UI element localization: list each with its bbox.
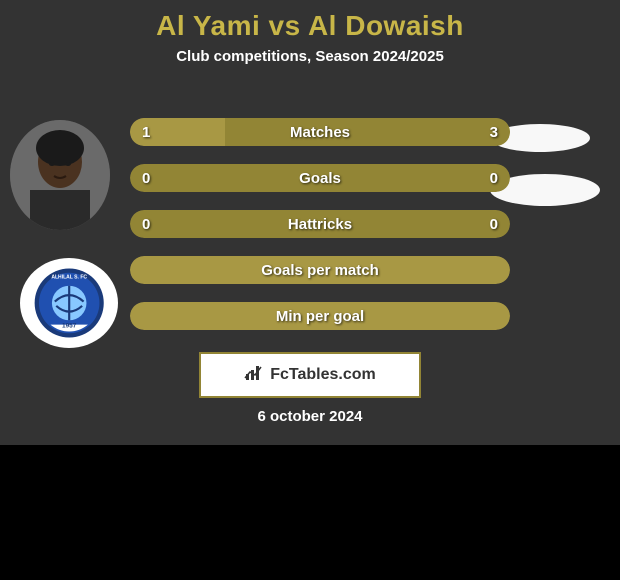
stat-label: Goals (130, 164, 510, 192)
stat-value-right: 0 (490, 164, 498, 192)
branding-box[interactable]: FcTables.com (199, 352, 421, 398)
lower-blank (0, 445, 620, 580)
page-title: Al Yami vs Al Dowaish (0, 0, 620, 42)
brand-text: FcTables.com (270, 366, 376, 384)
stat-label: Hattricks (130, 210, 510, 238)
stat-label: Goals per match (130, 256, 510, 284)
stat-value-right: 0 (490, 210, 498, 238)
stat-bar-goals: 0 Goals 0 (130, 164, 510, 192)
chart-icon (244, 364, 264, 387)
stat-label: Matches (130, 118, 510, 146)
stat-label: Min per goal (130, 302, 510, 330)
stat-bar-hattricks: 0 Hattricks 0 (130, 210, 510, 238)
player-1-avatar (10, 120, 110, 230)
stat-value-right: 3 (490, 118, 498, 146)
club-1-logo: 1957 ALHILAL S. FC (20, 258, 118, 348)
stats-area: 1 Matches 3 0 Goals 0 0 Hattricks 0 Goal… (130, 118, 510, 348)
date-text: 6 october 2024 (0, 408, 620, 425)
stat-bar-gpm: Goals per match (130, 256, 510, 284)
subtitle: Club competitions, Season 2024/2025 (0, 48, 620, 65)
stat-bar-mpg: Min per goal (130, 302, 510, 330)
svg-text:ALHILAL S. FC: ALHILAL S. FC (51, 275, 87, 281)
svg-text:1957: 1957 (62, 322, 77, 329)
stat-bar-matches: 1 Matches 3 (130, 118, 510, 146)
stats-card: Al Yami vs Al Dowaish Club competitions,… (0, 0, 620, 445)
